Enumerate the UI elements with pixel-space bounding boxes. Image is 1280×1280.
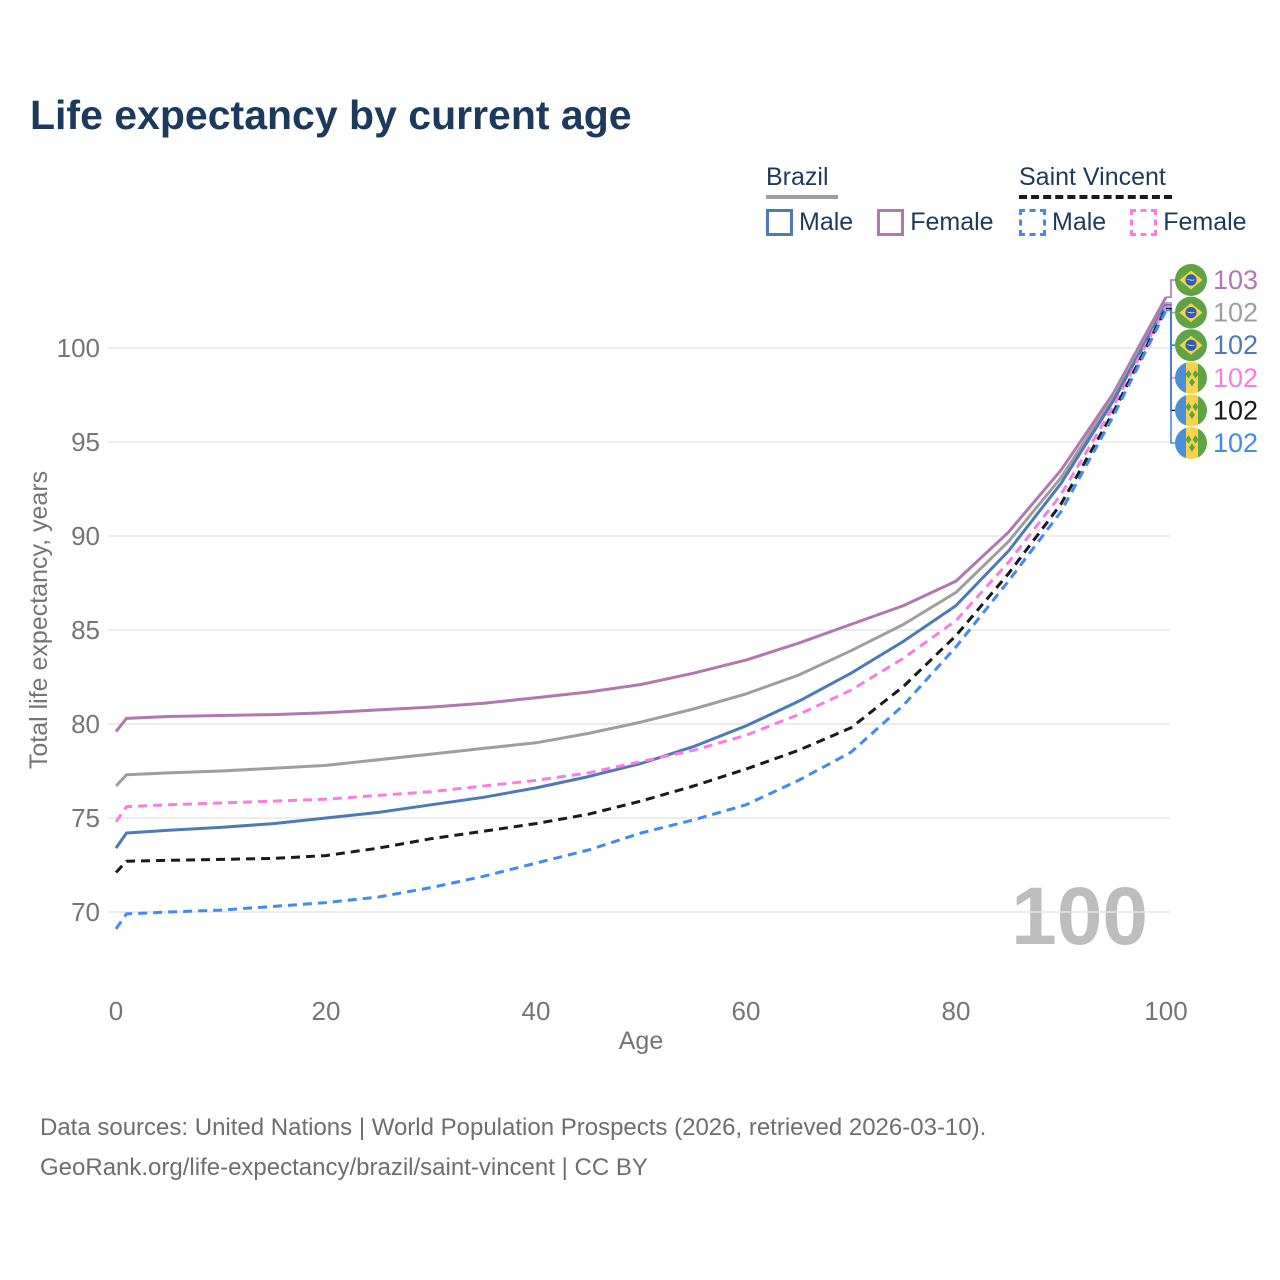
- y-tick-label: 100: [57, 333, 100, 363]
- x-tick-label: 40: [522, 996, 551, 1026]
- series-line-brazil-total[interactable]: [114, 302, 1168, 788]
- legend-brazil-line-swatch: [766, 195, 838, 199]
- footer-data-sources: Data sources: United Nations | World Pop…: [40, 1114, 987, 1141]
- legend-saint-vincent-line-swatch: [1019, 195, 1172, 199]
- legend-group-brazil: Brazil Male Female: [766, 163, 994, 237]
- x-tick-label: 80: [942, 996, 971, 1026]
- watermark-age: 100: [1011, 871, 1148, 962]
- series-line-brazil-male[interactable]: [114, 304, 1168, 849]
- y-tick-label: 90: [71, 521, 100, 551]
- legend-brazil-female-label[interactable]: Female: [910, 208, 994, 236]
- legend-saint-vincent-female-swatch[interactable]: [1130, 209, 1158, 236]
- legend-brazil-label[interactable]: Brazil: [766, 163, 829, 191]
- flag-brazil-icon: [1175, 296, 1207, 329]
- flag-saint-vincent-icon: [1175, 427, 1207, 459]
- x-tick-label: 0: [109, 996, 123, 1026]
- series-line-saint-vincent-male[interactable]: [114, 309, 1168, 930]
- end-label-connector: [1166, 309, 1175, 444]
- end-value-label: 103: [1213, 265, 1258, 295]
- x-tick-label: 60: [732, 996, 761, 1026]
- x-tick-label: 20: [312, 996, 341, 1026]
- series-line-brazil-female[interactable]: [114, 296, 1168, 733]
- y-tick-label: 80: [71, 709, 100, 739]
- page-title: Life expectancy by current age: [30, 92, 632, 138]
- series-line-saint-vincent-total[interactable]: [114, 307, 1168, 874]
- footer: Data sources: United Nations | World Pop…: [40, 1108, 986, 1188]
- flag-saint-vincent-icon: [1175, 394, 1207, 427]
- x-axis-title: Age: [619, 1027, 663, 1055]
- end-value-label: 102: [1213, 330, 1258, 360]
- legend-saint-vincent-label[interactable]: Saint Vincent: [1019, 163, 1166, 191]
- y-tick-label: 70: [71, 897, 100, 927]
- y-axis-title: Total life expectancy, years: [25, 471, 53, 769]
- legend-brazil-female-swatch[interactable]: [877, 209, 905, 236]
- y-tick-label: 85: [71, 615, 100, 645]
- x-tick-label: 100: [1144, 996, 1187, 1026]
- legend-group-saint-vincent: Saint Vincent Male Female: [1019, 163, 1247, 237]
- end-label-connector: [1166, 279, 1175, 298]
- legend-saint-vincent-male-label[interactable]: Male: [1052, 208, 1107, 236]
- legend-saint-vincent-female-label[interactable]: Female: [1163, 208, 1247, 236]
- flag-saint-vincent-icon: [1175, 361, 1207, 394]
- footer-attribution: GeoRank.org/life-expectancy/brazil/saint…: [40, 1154, 648, 1181]
- end-value-label: 102: [1213, 395, 1258, 425]
- end-value-label: 102: [1213, 363, 1258, 393]
- series-line-saint-vincent-female[interactable]: [114, 305, 1168, 823]
- flag-brazil-icon: [1175, 264, 1207, 296]
- y-tick-label: 75: [71, 803, 100, 833]
- end-value-label: 102: [1213, 428, 1258, 458]
- legend-brazil-male-label[interactable]: Male: [799, 208, 854, 236]
- y-tick-label: 95: [71, 427, 100, 457]
- legend-brazil-male-swatch[interactable]: [766, 209, 793, 236]
- end-value-label: 102: [1213, 298, 1258, 328]
- flag-brazil-icon: [1175, 329, 1207, 362]
- legend-saint-vincent-male-swatch[interactable]: [1019, 209, 1046, 236]
